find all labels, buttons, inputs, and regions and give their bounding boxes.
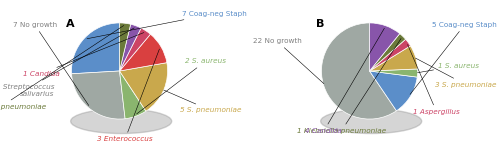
Wedge shape <box>370 34 406 71</box>
Text: 5 S. pneumoniae: 5 S. pneumoniae <box>164 90 241 113</box>
Wedge shape <box>120 24 141 71</box>
Text: 2 S. aureus: 2 S. aureus <box>136 58 226 114</box>
Text: 1 Aspergillus: 1 Aspergillus <box>408 45 460 115</box>
Wedge shape <box>370 69 418 77</box>
Text: A: A <box>66 19 74 29</box>
Wedge shape <box>370 23 400 71</box>
Text: 1 Klebsiella pneumoniae: 1 Klebsiella pneumoniae <box>296 38 401 134</box>
Wedge shape <box>322 23 396 119</box>
Wedge shape <box>120 71 146 119</box>
Wedge shape <box>120 23 130 71</box>
Ellipse shape <box>70 109 172 133</box>
Wedge shape <box>72 71 125 119</box>
Text: 22 No growth: 22 No growth <box>252 38 324 84</box>
Text: 4 Candida: 4 Candida <box>306 28 384 134</box>
Text: 7 Coag-neg Staph: 7 Coag-neg Staph <box>87 11 247 39</box>
Wedge shape <box>370 39 410 71</box>
Text: 3 Enterococcus: 3 Enterococcus <box>97 49 160 142</box>
Wedge shape <box>370 71 417 111</box>
Text: 3 S. pneumoniae: 3 S. pneumoniae <box>416 58 496 88</box>
Text: 1 Klebsiella pneumoniae: 1 Klebsiella pneumoniae <box>0 25 124 109</box>
Wedge shape <box>120 63 168 111</box>
Wedge shape <box>120 34 167 71</box>
Text: B: B <box>316 19 324 29</box>
Text: 1 Streptococcus
salivarius: 1 Streptococcus salivarius <box>0 28 134 97</box>
Text: 7 No growth: 7 No growth <box>12 22 89 106</box>
Wedge shape <box>370 46 418 71</box>
Text: 1 Candida: 1 Candida <box>22 33 144 77</box>
Text: 1 S. aureus: 1 S. aureus <box>418 62 479 73</box>
Ellipse shape <box>320 109 422 133</box>
Wedge shape <box>72 23 120 74</box>
Text: 5 Coag-neg Staph: 5 Coag-neg Staph <box>410 22 497 94</box>
Wedge shape <box>120 28 150 71</box>
